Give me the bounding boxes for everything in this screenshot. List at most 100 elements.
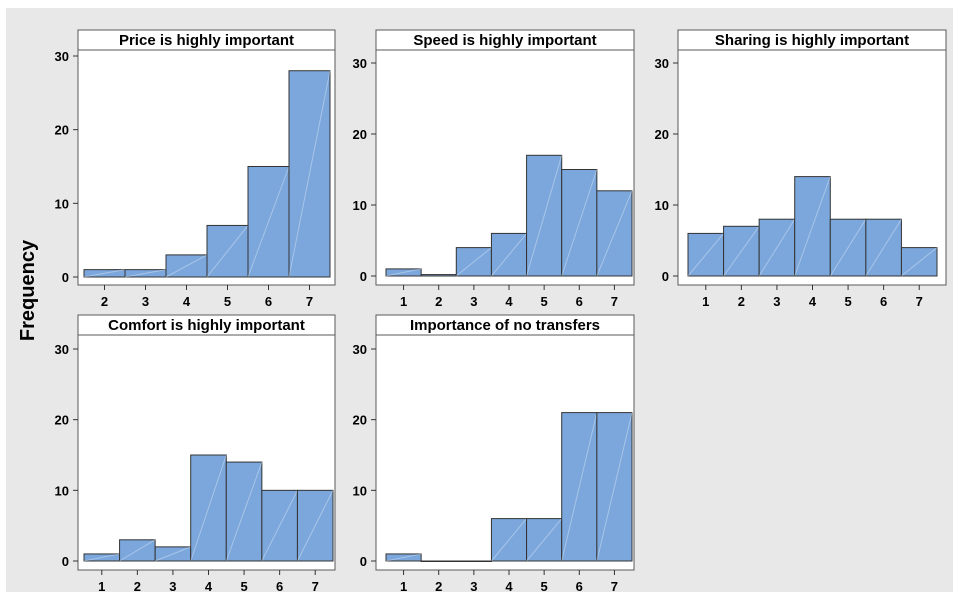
x-tick-label: 3 xyxy=(169,579,176,592)
bar-sheen xyxy=(829,218,867,277)
x-tick-label: 5 xyxy=(224,294,231,309)
panel-title-box xyxy=(77,314,336,336)
panel-title: Price is highly important xyxy=(119,32,294,49)
x-tick-label: 4 xyxy=(809,294,817,309)
histogram-bar xyxy=(190,454,227,562)
histogram-bar xyxy=(687,232,725,277)
x-tick-label: 3 xyxy=(773,294,780,309)
bar-sheen xyxy=(758,218,796,277)
bar-sheen xyxy=(687,233,724,277)
y-tick-label: 20 xyxy=(55,123,69,138)
histogram-bar xyxy=(596,412,633,562)
histogram-bar xyxy=(261,489,298,562)
histogram-bar xyxy=(561,169,598,277)
bar-sheen xyxy=(288,70,331,278)
y-tick-label: 10 xyxy=(353,198,367,213)
panel-title: Comfort is highly important xyxy=(108,317,305,334)
bar-sheen xyxy=(455,247,492,277)
x-tick-label: 5 xyxy=(240,579,247,592)
bar-sheen xyxy=(124,269,167,278)
bar-sheen xyxy=(154,546,191,562)
x-tick-label: 6 xyxy=(576,294,583,309)
histogram-bar xyxy=(455,560,492,562)
x-tick-label: 4 xyxy=(505,579,513,592)
x-tick-label: 4 xyxy=(183,294,191,309)
histogram-bar xyxy=(526,154,563,277)
y-tick-label: 20 xyxy=(55,413,69,428)
bar-sheen xyxy=(596,190,633,277)
histogram-bar xyxy=(490,232,528,277)
y-tick-label: 30 xyxy=(55,49,69,64)
bar-sheen xyxy=(561,412,598,562)
bar-sheen xyxy=(261,490,298,562)
histogram-bar xyxy=(288,70,331,278)
x-tick-label: 6 xyxy=(265,294,272,309)
bar-sheen xyxy=(83,269,126,278)
y-tick-label: 20 xyxy=(655,127,669,142)
y-tick-label: 30 xyxy=(353,342,367,357)
histogram-bar xyxy=(420,274,457,277)
histogram-bar xyxy=(794,176,831,277)
bar-sheen xyxy=(596,412,633,562)
histogram-bar xyxy=(758,218,796,277)
bar-sheen xyxy=(491,518,527,562)
panel-title-box xyxy=(77,29,336,51)
x-tick-label: 1 xyxy=(702,294,709,309)
x-tick-label: 4 xyxy=(205,579,213,592)
y-tick-label: 0 xyxy=(360,269,367,284)
bar-sheen xyxy=(794,176,831,277)
y-tick-label: 10 xyxy=(353,483,367,498)
bar-sheen xyxy=(206,225,249,278)
panel-title: Speed is highly important xyxy=(413,32,596,49)
bar-sheen xyxy=(723,226,760,277)
x-tick-label: 7 xyxy=(611,294,618,309)
y-tick-label: 0 xyxy=(360,554,367,569)
panel-title-box xyxy=(375,29,635,51)
bar-sheen xyxy=(190,454,227,562)
bar-sheen xyxy=(247,166,290,278)
x-tick-label: 1 xyxy=(400,294,407,309)
panel-title-box xyxy=(677,29,947,51)
x-tick-label: 7 xyxy=(916,294,923,309)
bar-sheen xyxy=(83,553,120,562)
panel-title-box xyxy=(375,314,635,336)
bar-sheen xyxy=(865,218,902,277)
x-tick-label: 2 xyxy=(101,294,108,309)
x-tick-label: 6 xyxy=(276,579,283,592)
y-tick-label: 30 xyxy=(55,342,69,357)
bar-sheen xyxy=(526,155,563,277)
histogram-bar xyxy=(206,224,249,278)
x-tick-label: 5 xyxy=(541,294,548,309)
histogram-bar xyxy=(829,218,867,277)
x-tick-label: 7 xyxy=(611,579,618,592)
x-tick-label: 6 xyxy=(576,579,583,592)
bar-sheen xyxy=(296,490,334,562)
x-tick-label: 2 xyxy=(435,579,442,592)
y-tick-label: 10 xyxy=(55,483,69,498)
y-tick-label: 30 xyxy=(353,56,367,71)
x-tick-label: 1 xyxy=(400,579,407,592)
panel-title: Importance of no transfers xyxy=(410,317,600,334)
x-tick-label: 6 xyxy=(880,294,887,309)
histogram-bar xyxy=(420,560,457,562)
histogram-bar xyxy=(385,553,422,562)
histogram-bar xyxy=(596,190,633,277)
x-tick-label: 1 xyxy=(98,579,105,592)
x-tick-label: 5 xyxy=(541,579,548,592)
x-tick-label: 3 xyxy=(470,579,477,592)
y-tick-label: 0 xyxy=(662,269,669,284)
x-tick-label: 4 xyxy=(505,294,513,309)
x-tick-label: 7 xyxy=(306,294,313,309)
bar-sheen xyxy=(901,247,938,277)
histogram-bar xyxy=(865,218,902,277)
histogram-bar xyxy=(296,489,334,562)
x-tick-label: 5 xyxy=(844,294,851,309)
x-tick-label: 2 xyxy=(134,579,141,592)
bar-sheen xyxy=(385,268,422,277)
bar-sheen xyxy=(119,539,156,562)
bar-sheen xyxy=(225,461,263,562)
histogram-bar xyxy=(561,412,598,562)
histogram-bar xyxy=(900,247,938,277)
